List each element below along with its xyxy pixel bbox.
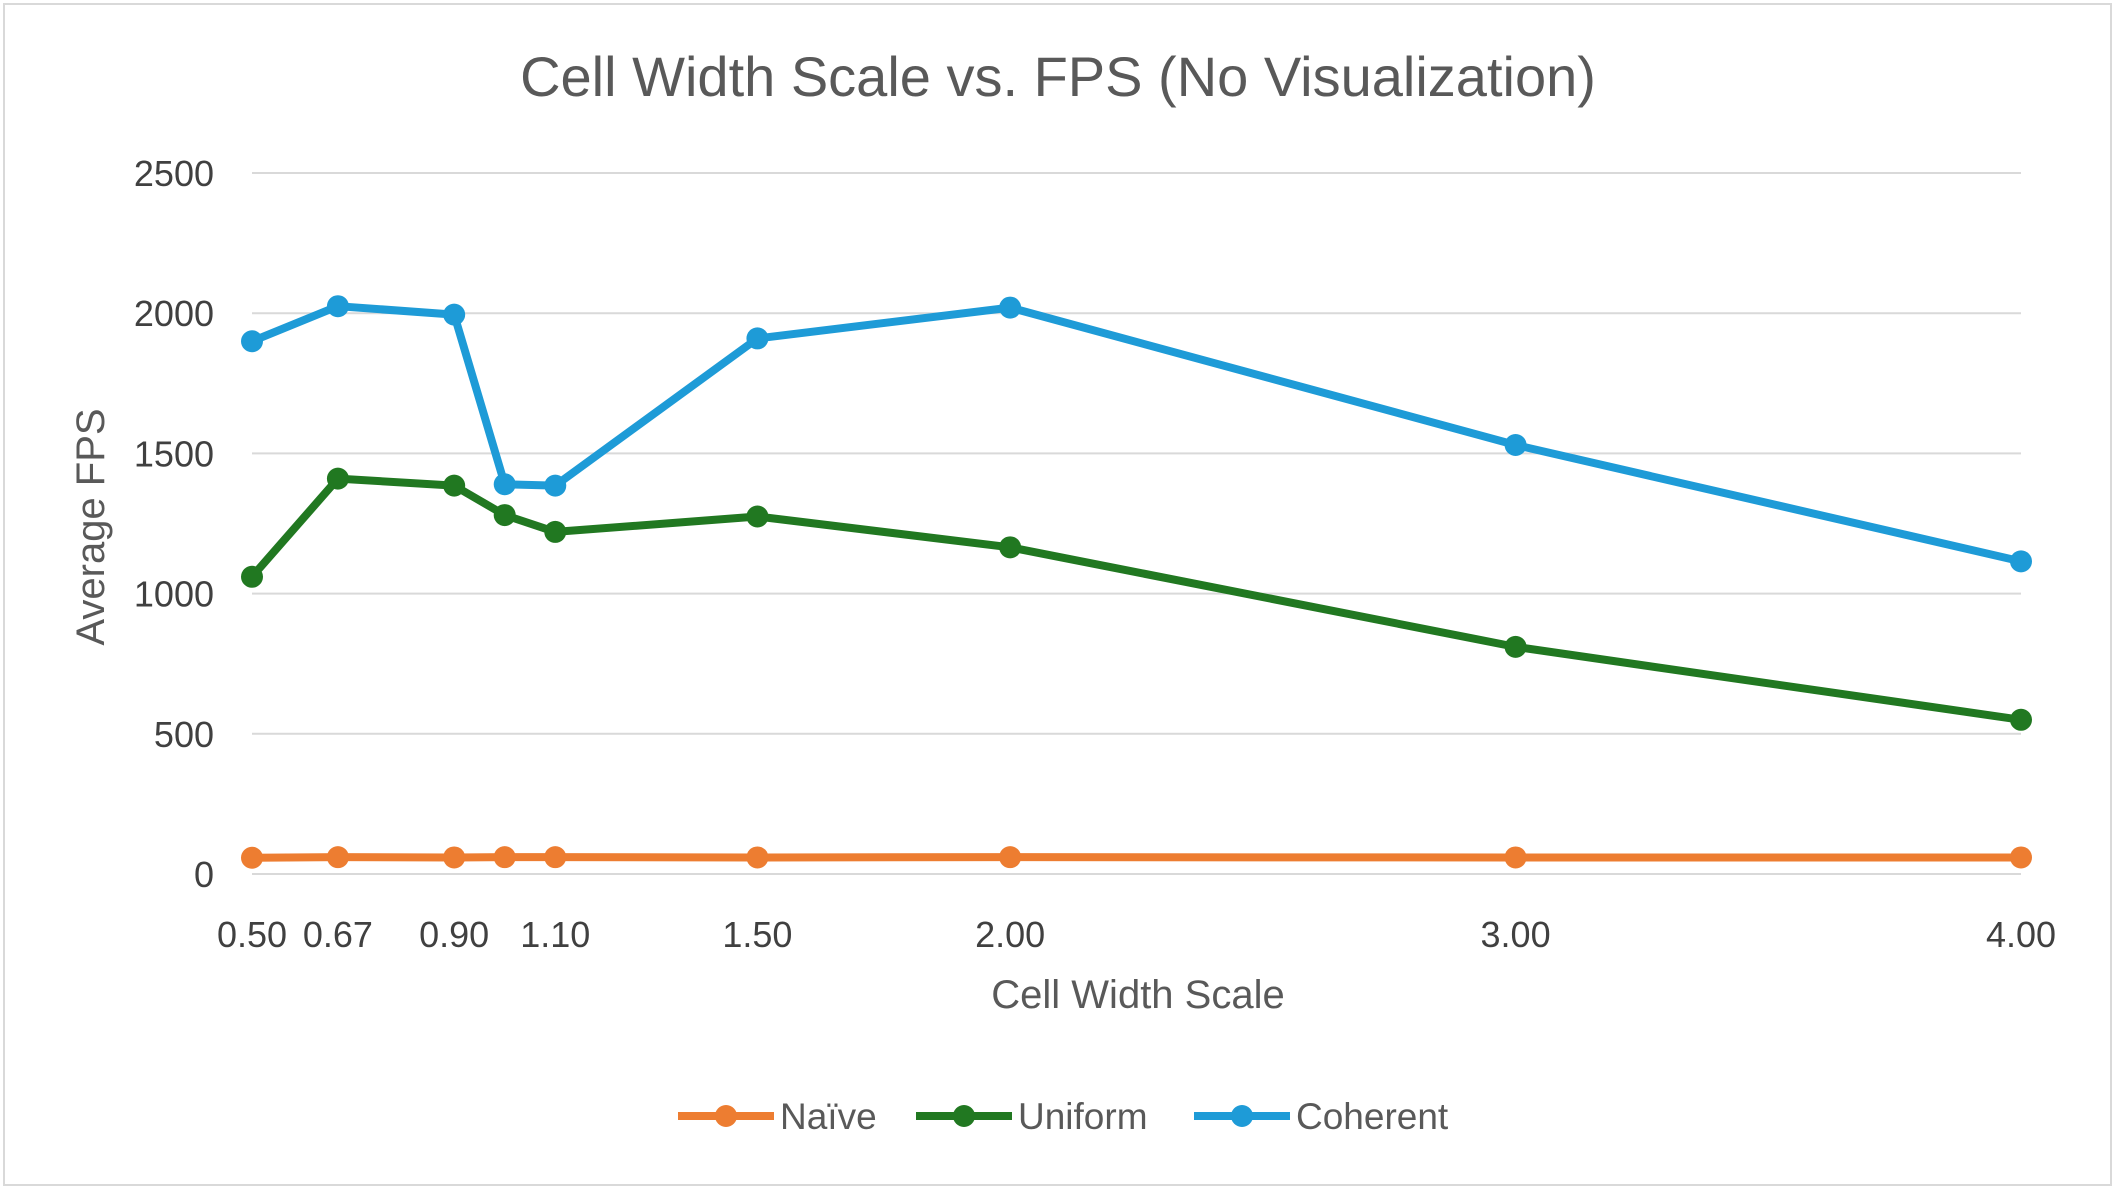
- x-tick-label: 2.00: [975, 914, 1045, 955]
- data-point-nave: [493, 846, 516, 869]
- y-tick-label: 0: [194, 854, 214, 895]
- series-nave: [241, 846, 2032, 869]
- series-coherent: [241, 295, 2032, 573]
- series-layer: [241, 295, 2032, 869]
- data-point-coherent: [544, 474, 567, 497]
- legend-label: Coherent: [1296, 1096, 1449, 1137]
- series-line-uniform: [248, 474, 2025, 724]
- data-point-nave: [1504, 846, 1527, 869]
- data-point-uniform: [241, 565, 263, 588]
- legend-item-coherent: Coherent: [1194, 1096, 1449, 1137]
- legend-swatch-marker: [715, 1105, 737, 1127]
- legend-label: Uniform: [1018, 1096, 1148, 1137]
- y-tick-label: 1500: [134, 433, 214, 474]
- y-axis-title: Average FPS: [69, 408, 113, 645]
- data-point-nave: [241, 846, 263, 869]
- x-tick-label: 3.00: [1481, 914, 1551, 955]
- x-tick-label: 1.10: [520, 914, 590, 955]
- data-point-uniform: [493, 504, 516, 527]
- data-point-coherent: [999, 296, 1022, 319]
- data-point-uniform: [999, 536, 1022, 559]
- data-point-coherent: [443, 303, 466, 326]
- data-point-uniform: [326, 467, 349, 490]
- legend-swatch-marker: [1231, 1105, 1253, 1127]
- data-point-coherent: [1504, 433, 1527, 456]
- x-tick-label: 0.67: [303, 914, 373, 955]
- data-point-coherent: [493, 473, 516, 496]
- legend-item-nave: Naïve: [678, 1096, 877, 1137]
- y-tick-label: 2000: [134, 293, 214, 334]
- data-point-coherent: [746, 327, 769, 350]
- series-uniform: [241, 467, 2032, 731]
- y-tick-label: 1000: [134, 574, 214, 615]
- x-tick-label: 1.50: [722, 914, 792, 955]
- x-axis-title: Cell Width Scale: [991, 973, 1284, 1017]
- data-point-uniform: [443, 474, 466, 497]
- legend-swatch-marker: [953, 1105, 975, 1127]
- legend-item-uniform: Uniform: [916, 1096, 1148, 1137]
- legend-label: Naïve: [780, 1096, 877, 1137]
- y-axis-ticks: 0 500 1000 1500 2000 2500: [134, 153, 214, 895]
- y-tick-label: 2500: [134, 153, 214, 194]
- legend: Naïve Uniform Coherent: [678, 1096, 1449, 1137]
- gridlines: [252, 172, 2021, 875]
- data-point-nave: [746, 846, 769, 869]
- data-point-coherent: [241, 330, 263, 353]
- data-point-nave: [544, 846, 567, 869]
- data-point-coherent: [2010, 550, 2032, 573]
- chart-title: Cell Width Scale vs. FPS (No Visualizati…: [520, 45, 1596, 108]
- data-point-nave: [999, 846, 1022, 869]
- series-line-nave: [248, 853, 2025, 862]
- data-point-nave: [326, 846, 349, 869]
- data-point-uniform: [544, 520, 567, 543]
- data-point-uniform: [746, 505, 769, 528]
- data-point-coherent: [326, 295, 349, 318]
- y-tick-label: 500: [154, 714, 214, 755]
- x-tick-label: 0.90: [419, 914, 489, 955]
- data-point-nave: [2010, 846, 2032, 869]
- x-tick-label: 4.00: [1986, 914, 2056, 955]
- data-point-uniform: [2010, 708, 2032, 731]
- x-axis-ticks: 0.50 0.67 0.90 1.10 1.50 2.00 3.00 4.00: [217, 914, 2056, 955]
- data-point-uniform: [1504, 635, 1527, 658]
- x-tick-label: 0.50: [217, 914, 287, 955]
- data-point-nave: [443, 846, 466, 869]
